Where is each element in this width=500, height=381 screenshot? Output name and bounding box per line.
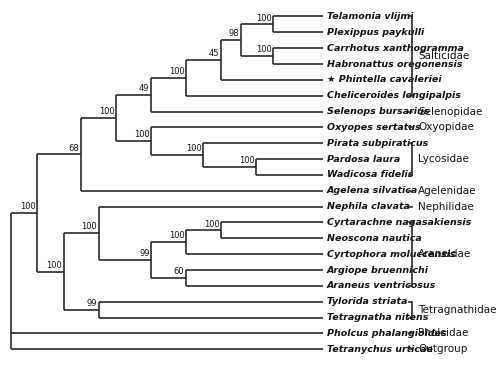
Text: 100: 100 <box>238 156 254 165</box>
Text: Oxyopes sertatus: Oxyopes sertatus <box>327 123 420 132</box>
Text: Agelena silvatica: Agelena silvatica <box>327 186 418 195</box>
Text: Pardosa laura: Pardosa laura <box>327 155 400 163</box>
Text: Tetranychus urticae: Tetranychus urticae <box>327 345 433 354</box>
Text: Argiope bruennichi: Argiope bruennichi <box>327 266 429 275</box>
Text: Selenopidae: Selenopidae <box>418 107 482 117</box>
Text: Selenops bursarius: Selenops bursarius <box>327 107 430 116</box>
Text: Telamonia vlijmi: Telamonia vlijmi <box>327 12 414 21</box>
Text: Cyrtophora moluccensis: Cyrtophora moluccensis <box>327 250 456 259</box>
Text: 60: 60 <box>174 267 184 276</box>
Text: Carrhotus xanthogramma: Carrhotus xanthogramma <box>327 44 464 53</box>
Text: Wadicosa fidelis: Wadicosa fidelis <box>327 170 414 179</box>
Text: 98: 98 <box>228 29 239 38</box>
Text: Lycosidae: Lycosidae <box>418 154 469 164</box>
Text: Nephila clavata: Nephila clavata <box>327 202 410 211</box>
Text: 99: 99 <box>139 249 149 258</box>
Text: Nephilidae: Nephilidae <box>418 202 474 212</box>
Text: 100: 100 <box>168 67 184 76</box>
Text: 45: 45 <box>209 49 220 58</box>
Text: 100: 100 <box>46 261 62 270</box>
Text: Outgroup: Outgroup <box>418 344 468 354</box>
Text: 100: 100 <box>256 45 272 54</box>
Text: Pholcus phalangioides: Pholcus phalangioides <box>327 329 446 338</box>
Text: Tetragnathidae: Tetragnathidae <box>418 305 496 315</box>
Text: Cheliceroides longipalpis: Cheliceroides longipalpis <box>327 91 461 100</box>
Text: Oxyopidae: Oxyopidae <box>418 122 474 133</box>
Text: 100: 100 <box>186 144 202 153</box>
Text: Neoscona nautica: Neoscona nautica <box>327 234 422 243</box>
Text: 68: 68 <box>69 144 80 152</box>
Text: 49: 49 <box>139 84 149 93</box>
Text: Pholcidae: Pholcidae <box>418 328 469 338</box>
Text: Tylorida striata: Tylorida striata <box>327 297 407 306</box>
Text: ★ Phintella cavaleriei: ★ Phintella cavaleriei <box>327 75 442 84</box>
Text: Agelenidae: Agelenidae <box>418 186 476 196</box>
Text: 100: 100 <box>99 107 114 116</box>
Text: 100: 100 <box>168 231 184 240</box>
Text: Habronattus oregonensis: Habronattus oregonensis <box>327 59 462 69</box>
Text: 99: 99 <box>86 299 97 308</box>
Text: Plexippus paykulli: Plexippus paykulli <box>327 28 424 37</box>
Text: 100: 100 <box>82 223 97 232</box>
Text: 100: 100 <box>204 219 220 229</box>
Text: Cyrtarachne nagasakiensis: Cyrtarachne nagasakiensis <box>327 218 472 227</box>
Text: 100: 100 <box>256 13 272 22</box>
Text: Pirata subpiraticus: Pirata subpiraticus <box>327 139 428 148</box>
Text: Araneidae: Araneidae <box>418 249 471 259</box>
Text: Salticidae: Salticidae <box>418 51 469 61</box>
Text: 100: 100 <box>20 202 36 211</box>
Text: Tetragnatha nitens: Tetragnatha nitens <box>327 313 428 322</box>
Text: Araneus ventricosus: Araneus ventricosus <box>327 282 436 290</box>
Text: 100: 100 <box>134 130 150 139</box>
